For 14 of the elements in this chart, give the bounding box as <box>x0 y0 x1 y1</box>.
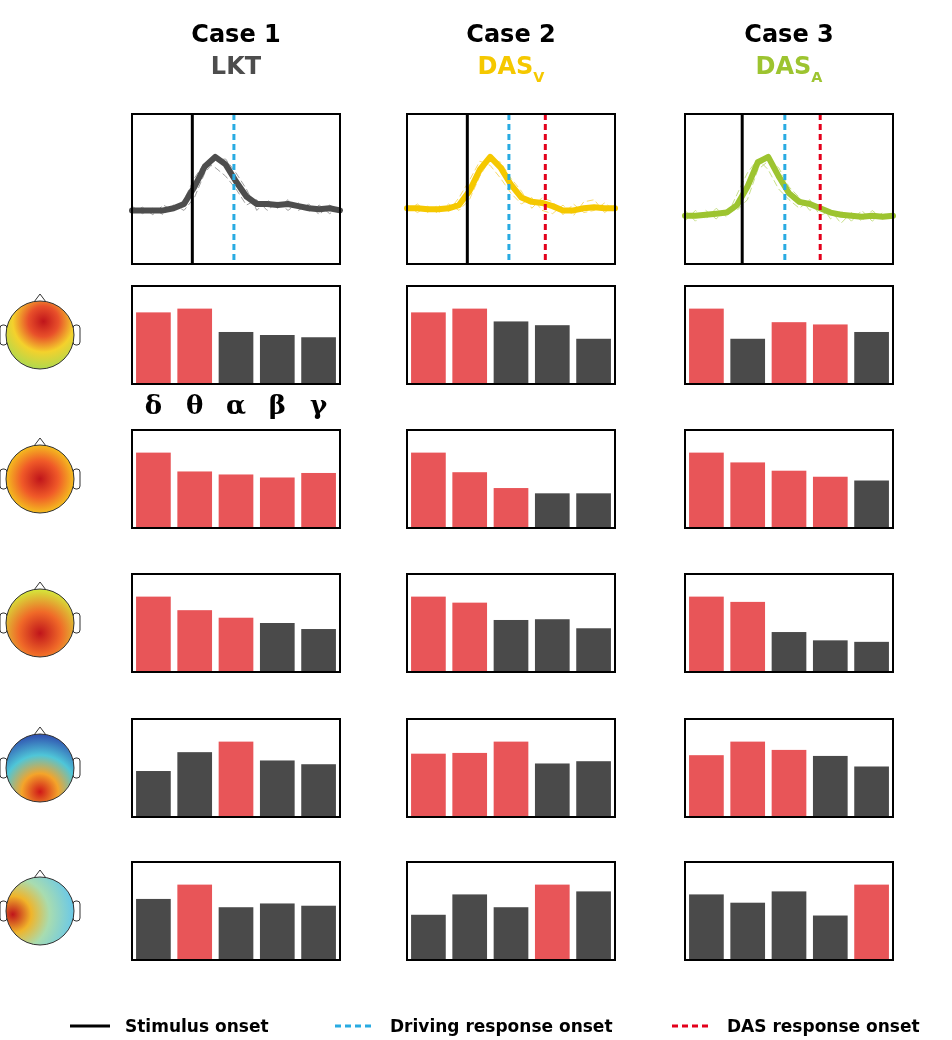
chart-title: Case 2 <box>466 20 556 48</box>
x-tick-label: γ <box>310 390 329 420</box>
chart-title: Case 3 <box>744 20 834 48</box>
chart-subtitle: DAS$_{A}$ <box>755 52 824 85</box>
chart-title: Case 1 <box>191 20 281 48</box>
x-tick-label: α <box>225 390 247 420</box>
text: Stimulus onset <box>125 1016 269 1036</box>
chart-subtitle: DAS$_{V}$ <box>477 52 546 85</box>
text: Driving response onset <box>390 1016 613 1036</box>
x-tick-label: δ <box>144 390 163 420</box>
chart-subtitle: LKT <box>210 52 262 80</box>
text: DAS response onset <box>727 1016 920 1036</box>
x-tick-label: θ <box>186 390 204 420</box>
x-tick-label: β <box>268 390 286 420</box>
